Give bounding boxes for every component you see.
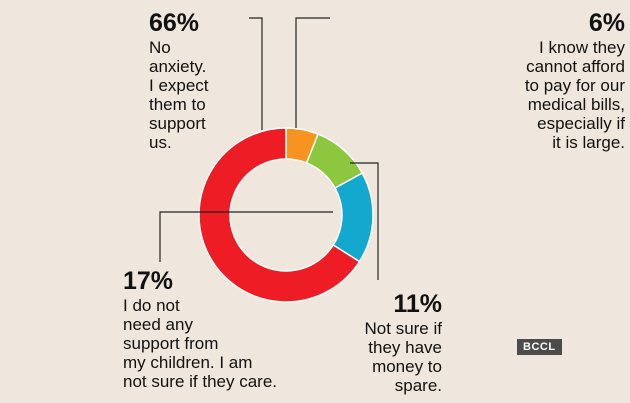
callout-11-text: Not sure if they have money to spare. <box>364 319 442 396</box>
callout-11: 11% Not sure if they have money to spare… <box>330 290 442 396</box>
callout-6-percent: 6% <box>588 9 625 37</box>
callout-6-text: I know they cannot afford to pay for our… <box>524 38 625 153</box>
callout-17: 17% I do not need any support from my ch… <box>123 267 323 392</box>
leader-line-17 <box>159 211 333 262</box>
callout-17-percent: 17% <box>123 267 174 295</box>
leader-line-66 <box>249 17 263 130</box>
callout-66-text: No anxiety. I expect them to support us. <box>149 38 209 153</box>
leader-line-6 <box>295 17 330 128</box>
callout-66: 66% No anxiety. I expect them to support… <box>149 9 259 153</box>
donut-hole <box>229 158 343 272</box>
source-badge: BCCL <box>517 339 562 355</box>
callout-6: 6% I know they cannot afford to pay for … <box>335 9 625 153</box>
callout-66-percent: 66% <box>149 9 200 37</box>
leader-lines <box>159 17 379 280</box>
leader-line-11 <box>350 162 379 280</box>
callout-11-percent: 11% <box>393 290 442 318</box>
callout-17-text: I do not need any support from my childr… <box>123 296 278 392</box>
